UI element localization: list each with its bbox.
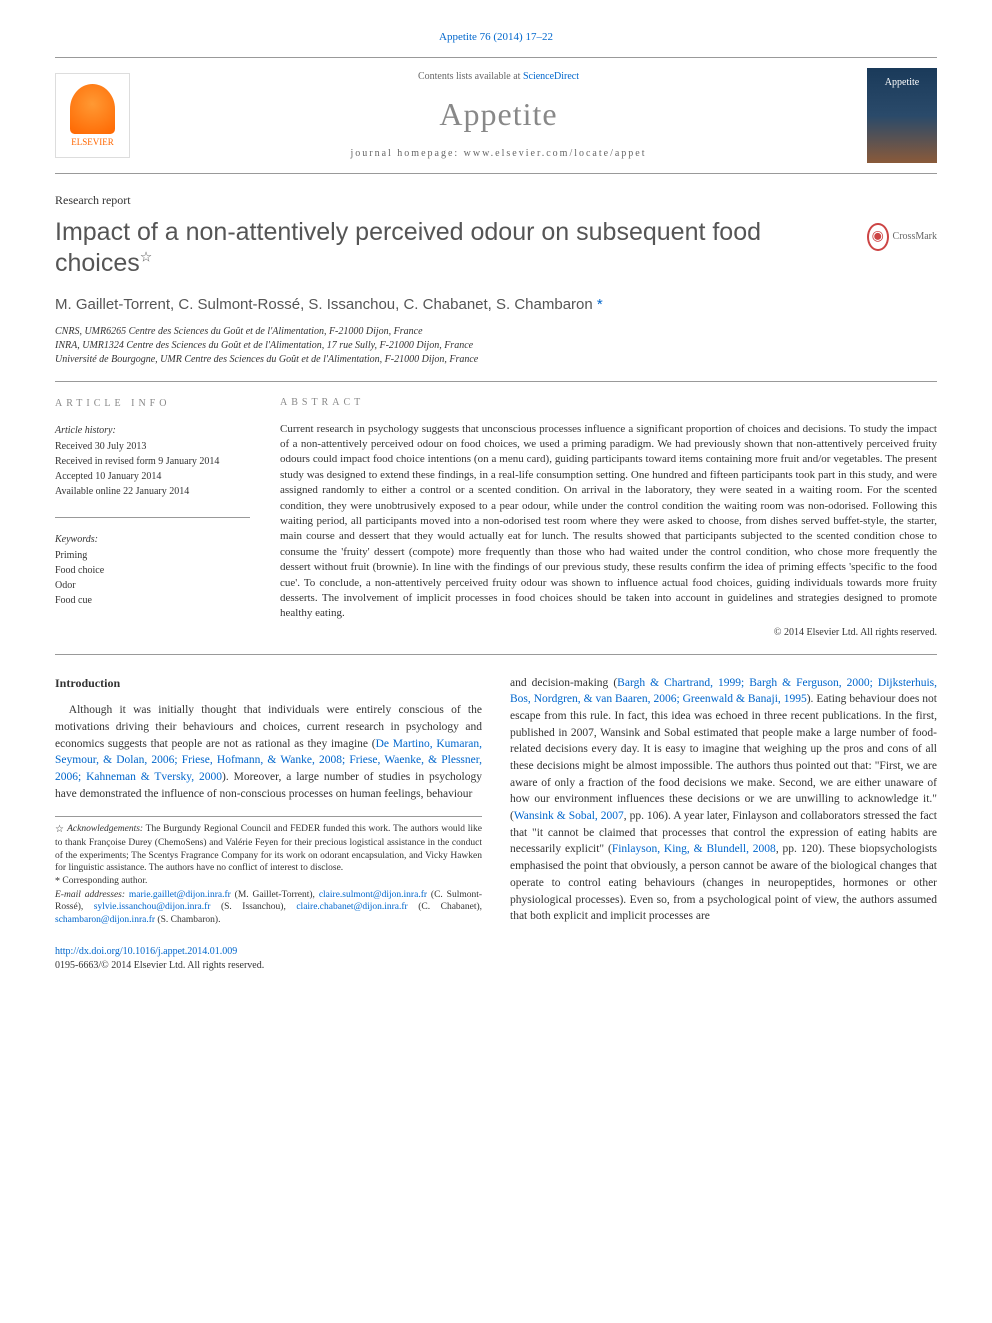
doi-link[interactable]: http://dx.doi.org/10.1016/j.appet.2014.0… — [55, 946, 237, 957]
abstract-copyright: © 2014 Elsevier Ltd. All rights reserved… — [280, 626, 937, 640]
body-paragraph: Although it was initially thought that i… — [55, 702, 482, 802]
history-line: Received in revised form 9 January 2014 — [55, 454, 250, 469]
abstract-text: Current research in psychology suggests … — [280, 422, 937, 622]
body-text: Introduction Although it was initially t… — [55, 675, 937, 927]
email-link[interactable]: sylvie.issanchou@dijon.inra.fr — [94, 902, 211, 912]
crossmark-icon: ◉ — [867, 223, 889, 251]
keyword: Odor — [55, 578, 250, 593]
abstract-head: ABSTRACT — [280, 396, 937, 410]
divider — [55, 381, 937, 382]
affiliations: CNRS, UMR6265 Centre des Sciences du Goû… — [55, 325, 937, 367]
article-info-column: ARTICLE INFO Article history: Received 3… — [55, 396, 250, 640]
contents-line: Contents lists available at ScienceDirec… — [130, 70, 867, 84]
corr-star: * — [55, 876, 60, 887]
corresponding-mark: * — [597, 296, 603, 313]
history-head: Article history: — [55, 423, 250, 438]
affiliation: INRA, UMR1324 Centre des Sciences du Goû… — [55, 339, 937, 353]
history-block: Article history: Received 30 July 2013 R… — [55, 423, 250, 499]
history-line: Received 30 July 2013 — [55, 439, 250, 454]
affiliation: Université de Bourgogne, UMR Centre des … — [55, 353, 937, 367]
email-link[interactable]: claire.chabanet@dijon.inra.fr — [296, 902, 407, 912]
journal-ref-link[interactable]: Appetite 76 (2014) 17–22 — [439, 31, 553, 43]
citation-link[interactable]: Finlayson, King, & Blundell, 2008 — [612, 843, 776, 855]
journal-reference: Appetite 76 (2014) 17–22 — [55, 30, 937, 45]
journal-name: Appetite — [130, 92, 867, 137]
corr-label: Corresponding author. — [62, 876, 147, 886]
citation-link[interactable]: Wansink & Sobal, 2007 — [514, 810, 624, 822]
keyword: Priming — [55, 548, 250, 563]
email-link[interactable]: schambaron@dijon.inra.fr — [55, 915, 155, 925]
elsevier-label: ELSEVIER — [71, 136, 114, 149]
keyword: Food cue — [55, 593, 250, 608]
abstract-column: ABSTRACT Current research in psychology … — [280, 396, 937, 640]
article-title: Impact of a non-attentively perceived od… — [55, 217, 852, 280]
title-row: Impact of a non-attentively perceived od… — [55, 217, 937, 294]
body-paragraph: and decision-making (Bargh & Chartrand, … — [510, 675, 937, 925]
header-center: Contents lists available at ScienceDirec… — [130, 70, 867, 161]
cover-label: Appetite — [885, 76, 919, 90]
email-footnote: E-mail addresses: marie.gaillet@dijon.in… — [55, 889, 482, 927]
ack-label: Acknowledgements: — [67, 824, 143, 834]
article-type: Research report — [55, 192, 937, 209]
crossmark-label: CrossMark — [893, 230, 937, 244]
keyword: Food choice — [55, 563, 250, 578]
email-link[interactable]: marie.gaillet@dijon.inra.fr — [129, 890, 231, 900]
elsevier-logo[interactable]: ELSEVIER — [55, 73, 130, 158]
email-link[interactable]: claire.sulmont@dijon.inra.fr — [319, 890, 427, 900]
corresponding-footnote: * Corresponding author. — [55, 875, 482, 889]
email-label: E-mail addresses: — [55, 890, 125, 900]
crossmark-badge[interactable]: ◉ CrossMark — [867, 217, 937, 257]
title-footnote-mark: ☆ — [140, 249, 153, 265]
journal-header: ELSEVIER Contents lists available at Sci… — [55, 57, 937, 174]
sciencedirect-link[interactable]: ScienceDirect — [523, 71, 579, 82]
section-heading: Introduction — [55, 675, 482, 692]
cover-thumbnail[interactable]: Appetite — [867, 68, 937, 163]
keywords-head: Keywords: — [55, 532, 250, 547]
ack-star: ☆ — [55, 824, 64, 835]
acknowledgements-footnote: ☆ Acknowledgements: The Burgundy Regiona… — [55, 823, 482, 875]
authors-line: M. Gaillet-Torrent, C. Sulmont-Rossé, S.… — [55, 294, 937, 315]
history-line: Available online 22 January 2014 — [55, 484, 250, 499]
homepage-line: journal homepage: www.elsevier.com/locat… — [130, 147, 867, 161]
divider — [55, 517, 250, 518]
footer-doi: http://dx.doi.org/10.1016/j.appet.2014.0… — [55, 945, 937, 973]
affiliation: CNRS, UMR6265 Centre des Sciences du Goû… — [55, 325, 937, 339]
footnotes-block: ☆ Acknowledgements: The Burgundy Regiona… — [55, 816, 482, 927]
issn-copyright: 0195-6663/© 2014 Elsevier Ltd. All right… — [55, 960, 264, 971]
elsevier-tree-icon — [70, 84, 115, 134]
history-line: Accepted 10 January 2014 — [55, 469, 250, 484]
info-abstract-row: ARTICLE INFO Article history: Received 3… — [55, 396, 937, 655]
keywords-block: Keywords: Priming Food choice Odor Food … — [55, 532, 250, 608]
info-head: ARTICLE INFO — [55, 396, 250, 411]
